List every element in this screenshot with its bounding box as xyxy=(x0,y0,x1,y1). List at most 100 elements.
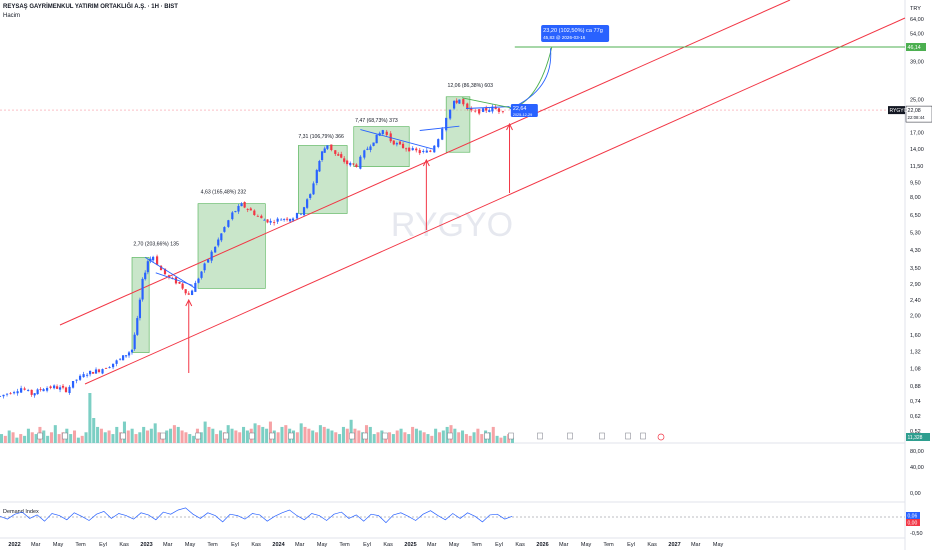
candle-body xyxy=(306,199,309,208)
candle-body xyxy=(488,110,491,112)
candle-body xyxy=(227,220,230,227)
volume-bar xyxy=(280,426,284,443)
earnings-marker xyxy=(567,432,573,440)
volume-bar xyxy=(495,435,499,443)
candle-body xyxy=(302,207,306,216)
earnings-marker xyxy=(362,432,368,440)
candle-body xyxy=(20,388,23,393)
volume-bar xyxy=(476,428,480,443)
price-axis-tick: 9,50 xyxy=(910,180,921,186)
volume-bar xyxy=(499,437,503,443)
candle-body xyxy=(30,389,33,395)
watermark: RYGYO xyxy=(391,206,513,244)
candle-body xyxy=(249,208,252,211)
arrow-head xyxy=(506,122,513,131)
time-axis-tick: 2023 xyxy=(140,542,152,548)
price-axis-tick: 1,32 xyxy=(910,349,921,355)
volume-bar xyxy=(188,434,192,443)
candle-body xyxy=(243,201,246,208)
time-axis-tick: May xyxy=(185,542,196,548)
volume-bar xyxy=(349,419,353,443)
earnings-marker xyxy=(447,432,453,440)
volume-bar xyxy=(468,435,472,443)
time-axis-tick: May xyxy=(713,542,724,548)
volume-bar xyxy=(26,428,30,443)
volume-bar xyxy=(111,434,115,443)
volume-bar xyxy=(418,430,422,443)
volume-bar xyxy=(457,432,461,443)
candle-body xyxy=(269,220,272,223)
time-axis-tick: 2027 xyxy=(668,542,680,548)
volume-bar xyxy=(3,435,7,443)
candle-body xyxy=(36,389,39,395)
candle-body xyxy=(97,369,101,372)
candle-body xyxy=(363,150,366,158)
osc-value-tag xyxy=(906,512,920,519)
volume-bar xyxy=(153,423,157,443)
candle-body xyxy=(485,107,488,111)
candle-body xyxy=(12,392,16,394)
candle-body xyxy=(337,154,340,156)
candle-body xyxy=(127,352,131,356)
volume-bar xyxy=(149,428,153,443)
candle-body xyxy=(55,386,59,389)
candle-body xyxy=(9,393,12,395)
earnings-marker xyxy=(508,432,514,440)
candle-body xyxy=(39,389,42,390)
volume-bar xyxy=(180,430,184,443)
volume-bar xyxy=(19,434,23,443)
volume-bar xyxy=(34,434,38,443)
volume-value-label: 11,328 xyxy=(908,435,923,441)
candle-body xyxy=(381,130,384,135)
volume-bar xyxy=(441,430,445,443)
candle-body xyxy=(104,368,108,369)
volume-bar xyxy=(372,434,376,443)
candle-body xyxy=(115,360,118,364)
candle-body xyxy=(23,388,26,390)
volume-bar xyxy=(184,432,188,443)
volume-bar xyxy=(353,428,357,443)
candle-body xyxy=(61,385,65,388)
time-axis-tick: Tem xyxy=(603,542,614,548)
candle-body xyxy=(474,110,477,112)
volume-bar xyxy=(192,435,196,443)
volume-bar xyxy=(338,434,342,443)
volume-bar xyxy=(99,428,103,443)
currency-label: TRY xyxy=(910,6,921,12)
time-axis-tick: Mar xyxy=(31,542,41,548)
candle-body xyxy=(263,219,266,221)
earnings-marker xyxy=(62,432,68,440)
candle-body xyxy=(217,239,220,246)
earnings-marker xyxy=(288,432,294,440)
volume-bar xyxy=(230,428,234,443)
candle-body xyxy=(223,227,226,232)
volume-bar xyxy=(165,430,169,443)
volume-bar xyxy=(215,434,219,443)
time-axis-tick: Eyl xyxy=(627,542,635,548)
price-axis-tick: 1,08 xyxy=(910,366,921,372)
candle-body xyxy=(119,358,122,360)
candle-body xyxy=(152,256,155,261)
candle-body xyxy=(149,258,152,262)
candle-body xyxy=(415,148,418,151)
candle-body xyxy=(184,289,187,294)
volume-bar xyxy=(42,430,46,443)
candle-body xyxy=(190,290,194,295)
candle-body xyxy=(418,150,421,154)
volume-bar xyxy=(15,437,19,443)
volume-bar xyxy=(345,428,349,443)
last-price-tag xyxy=(905,105,932,123)
candle-body xyxy=(334,150,337,154)
candle-body xyxy=(466,103,469,109)
volume-bar xyxy=(464,434,468,443)
volume-bar xyxy=(503,435,507,443)
volume-bar xyxy=(238,432,242,443)
candle-body xyxy=(312,183,315,195)
volume-bar xyxy=(318,425,322,443)
volume-bar xyxy=(445,426,449,443)
osc-axis-tick: -0,50 xyxy=(910,531,923,537)
candle-body xyxy=(433,145,436,153)
forecast-callout-label: 23,20 (102,50%) ca 77g xyxy=(543,28,603,34)
